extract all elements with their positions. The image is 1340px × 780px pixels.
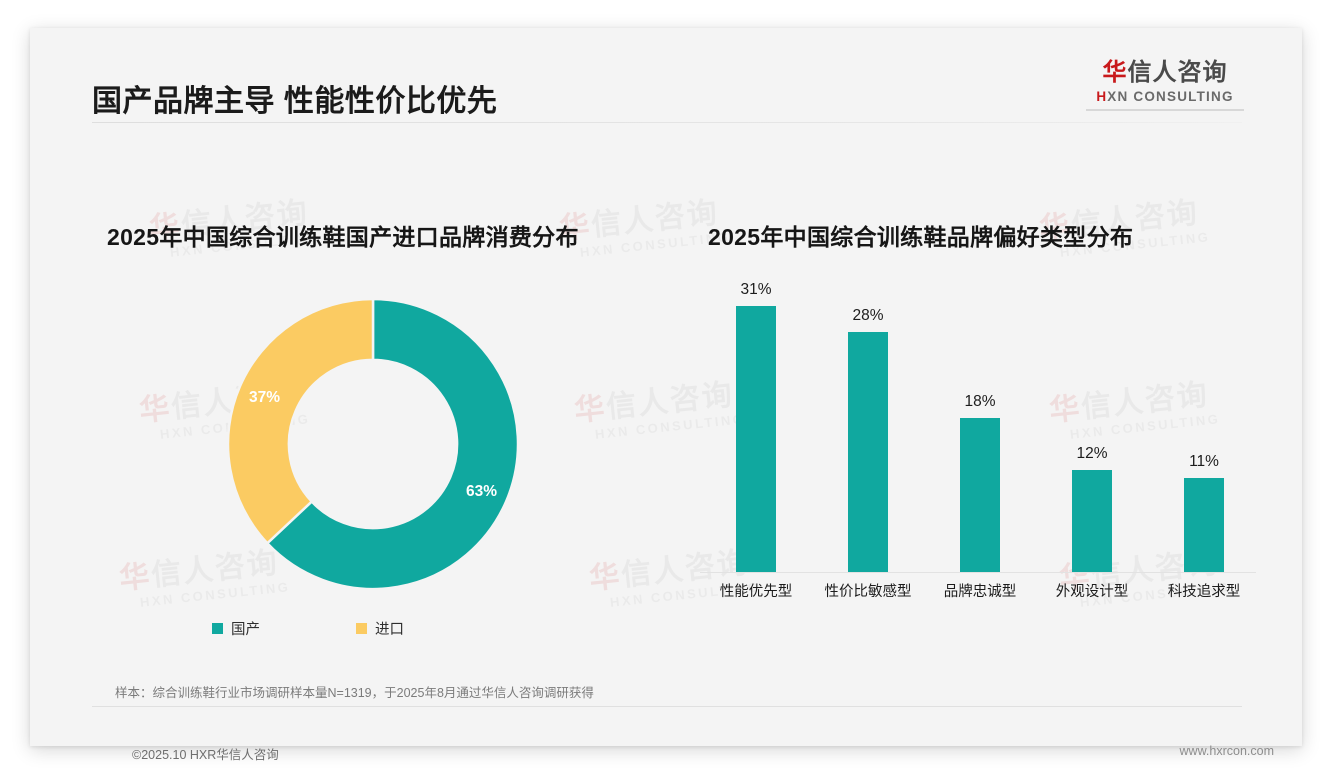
donut-value-labels: 63% 37% [249, 389, 497, 500]
slide-header: 国产品牌主导 性能性价比优先 华信人咨询 HXN CONSULTING [30, 28, 1302, 123]
donut-legend: 国产 进口 [212, 618, 542, 639]
bar-value-label-科技追求型: 11% [1189, 453, 1219, 471]
bar-科技追求型[interactable] [1184, 478, 1224, 573]
brand-logo: 华信人咨询 HXN CONSULTING [1086, 60, 1244, 111]
legend-item-domestic[interactable]: 国产 [212, 618, 260, 639]
bar-category-label-性价比敏感型: 性价比敏感型 [824, 584, 912, 600]
brand-logo-en-initial: H [1096, 88, 1108, 104]
legend-item-imported[interactable]: 进口 [356, 618, 404, 639]
donut-slices [226, 297, 520, 591]
legend-label-imported: 进口 [375, 622, 404, 638]
donut-value-label-国产: 63% [466, 483, 497, 500]
donut-slice-进口[interactable] [226, 297, 375, 546]
bar-slot: 28% [812, 263, 924, 573]
bar-value-label-性能优先型: 31% [740, 281, 772, 299]
brand-logo-en-rest: XN CONSULTING [1107, 88, 1234, 104]
footer-website-link[interactable]: www.hxrcon.com [1179, 744, 1274, 758]
donut-value-label-进口: 37% [249, 389, 280, 406]
bar-category-label-科技追求型: 科技追求型 [1167, 584, 1241, 600]
bar-category-label-品牌忠诚型: 品牌忠诚型 [943, 584, 1017, 600]
donut-chart-title: 2025年中国综合训练鞋国产进口品牌消费分布 [107, 224, 579, 250]
footer-copyright: ©2025.10 HXR华信人咨询 [132, 748, 279, 762]
bar-性价比敏感型[interactable] [848, 331, 888, 573]
bar-chart-axis-line [700, 572, 1256, 573]
brand-logo-cn-red: 华 [1102, 59, 1128, 86]
bar-value-label-品牌忠诚型: 18% [964, 393, 996, 410]
footer-bar: ©2025.10 HXR华信人咨询 www.hxrcon.com [60, 728, 1332, 774]
bar-chart-title: 2025年中国综合训练鞋品牌偏好类型分布 [708, 224, 1134, 250]
bar-chart-plot: 31% 28% 18% 12% 11% [698, 263, 1258, 573]
bar-品牌忠诚型[interactable] [960, 418, 1000, 573]
bar-slot: 18% [924, 263, 1036, 573]
bar-slot: 12% [1036, 263, 1148, 573]
legend-swatch-imported [356, 623, 367, 634]
brand-logo-underline [1086, 108, 1244, 111]
bar-slot: 11% [1148, 263, 1260, 573]
bar-slot: 31% [700, 263, 812, 573]
legend-swatch-domestic [212, 623, 223, 634]
bar-外观设计型[interactable] [1072, 469, 1112, 573]
bar-性能优先型[interactable] [736, 306, 776, 573]
brand-logo-cn-text: 华信人咨询 [1086, 60, 1244, 86]
bar-value-label-性价比敏感型: 28% [852, 306, 884, 324]
bar-value-label-外观设计型: 12% [1076, 444, 1108, 462]
legend-label-domestic: 国产 [231, 622, 260, 638]
donut-slice-国产[interactable] [265, 297, 520, 591]
brand-logo-en-text: HXN CONSULTING [1086, 89, 1244, 104]
bar-category-label-性能优先型: 性能优先型 [719, 584, 793, 600]
slide-card: 国产品牌主导 性能性价比优先 华信人咨询 HXN CONSULTING 华信人咨… [30, 28, 1302, 762]
header-divider [92, 122, 1242, 123]
charts-area: 2025年中国综合训练鞋国产进口品牌消费分布 63% 37% 国产 进口 [30, 128, 1302, 673]
source-note: 样本：综合训练鞋行业市场调研样本量N=1319，于2025年8月通过华信人咨询调… [115, 686, 594, 700]
donut-chart: 63% 37% [222, 293, 524, 595]
page-title: 国产品牌主导 性能性价比优先 [92, 85, 498, 118]
donut-svg: 63% 37% [226, 297, 520, 591]
bar-chart-panel: 2025年中国综合训练鞋品牌偏好类型分布 31% 28% 18% 12% 11% 性能优… [690, 128, 1270, 673]
brand-logo-cn-dark: 信人咨询 [1127, 59, 1228, 86]
donut-chart-panel: 2025年中国综合训练鞋国产进口品牌消费分布 63% 37% 国产 进口 [62, 128, 682, 673]
bar-category-label-外观设计型: 外观设计型 [1055, 584, 1129, 600]
source-divider [92, 706, 1242, 707]
